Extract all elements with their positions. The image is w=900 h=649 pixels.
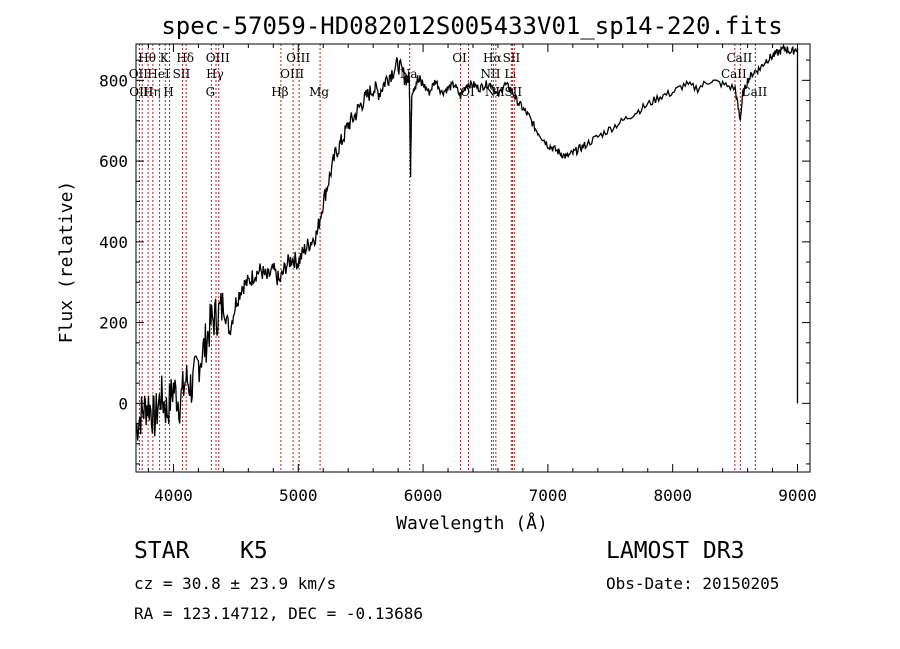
line-marker-label: HeI xyxy=(147,67,170,81)
y-axis: 0 200 400 600 800 xyxy=(99,59,810,465)
x-tick-label: 5000 xyxy=(279,486,318,505)
y-tick-label: 0 xyxy=(118,394,128,413)
line-marker-label: Hδ xyxy=(176,51,194,65)
plot-frame xyxy=(135,43,811,473)
line-marker-label: Li xyxy=(504,67,516,81)
line-marker-label: SII xyxy=(503,51,521,65)
line-marker-label: Hγ xyxy=(206,67,224,81)
line-marker-label: Hη xyxy=(143,85,161,99)
line-marker-label: CaII xyxy=(721,67,747,81)
x-axis: 4000 5000 6000 7000 8000 9000 xyxy=(147,44,817,505)
y-tick-label: 400 xyxy=(99,233,128,252)
line-marker-label: K xyxy=(160,51,170,65)
line-marker-label: OIII xyxy=(129,85,153,99)
x-tick-label: 6000 xyxy=(404,486,443,505)
spectrum-line xyxy=(135,43,799,441)
line-marker-label: CaII xyxy=(726,51,752,65)
line-marker-label: H xyxy=(163,85,173,99)
line-marker-label: Hα xyxy=(483,51,502,65)
line-marker-label: OI xyxy=(452,51,467,65)
redshift-text: cz = 30.8 ± 23.9 km/s xyxy=(134,574,337,593)
y-tick-label: 600 xyxy=(99,152,128,171)
line-marker-label: OII xyxy=(129,67,149,81)
obs-date-text: Obs-Date: 20150205 xyxy=(606,574,780,593)
line-marker-label: NII xyxy=(480,67,500,81)
class-label: STAR xyxy=(134,538,190,564)
x-axis-label: Wavelength (Å) xyxy=(396,512,548,534)
y-tick-label: 200 xyxy=(99,314,128,333)
x-tick-label: 7000 xyxy=(529,486,568,505)
line-marker-label: G xyxy=(206,85,216,99)
y-tick-label: 800 xyxy=(99,71,128,90)
line-marker-label: OIII xyxy=(206,51,230,65)
coordinates-text: RA = 123.14712, DEC = -0.13686 xyxy=(134,604,423,623)
subclass-label: K5 xyxy=(240,538,268,564)
line-marker-label: OIII xyxy=(280,67,304,81)
y-axis-label: Flux (relative) xyxy=(56,181,77,344)
line-marker-label: Hθ xyxy=(138,51,156,65)
line-marker-label: SII xyxy=(173,67,191,81)
survey-label: LAMOST DR3 xyxy=(606,538,745,564)
line-markers: OIIOIIIHθHηHeIKHSIIHδGHγOIIIHβOIIIOIIIMg… xyxy=(129,44,767,472)
line-marker-label: OIII xyxy=(286,51,310,65)
x-tick-label: 8000 xyxy=(653,486,692,505)
line-marker-label: CaII xyxy=(741,85,767,99)
line-marker-label: Hβ xyxy=(271,85,288,99)
x-tick-label: 9000 xyxy=(778,486,817,505)
chart-title: spec-57059-HD082012S005433V01_sp14-220.f… xyxy=(161,12,782,40)
line-marker-label: Mg xyxy=(309,85,329,99)
x-tick-label: 4000 xyxy=(154,486,193,505)
